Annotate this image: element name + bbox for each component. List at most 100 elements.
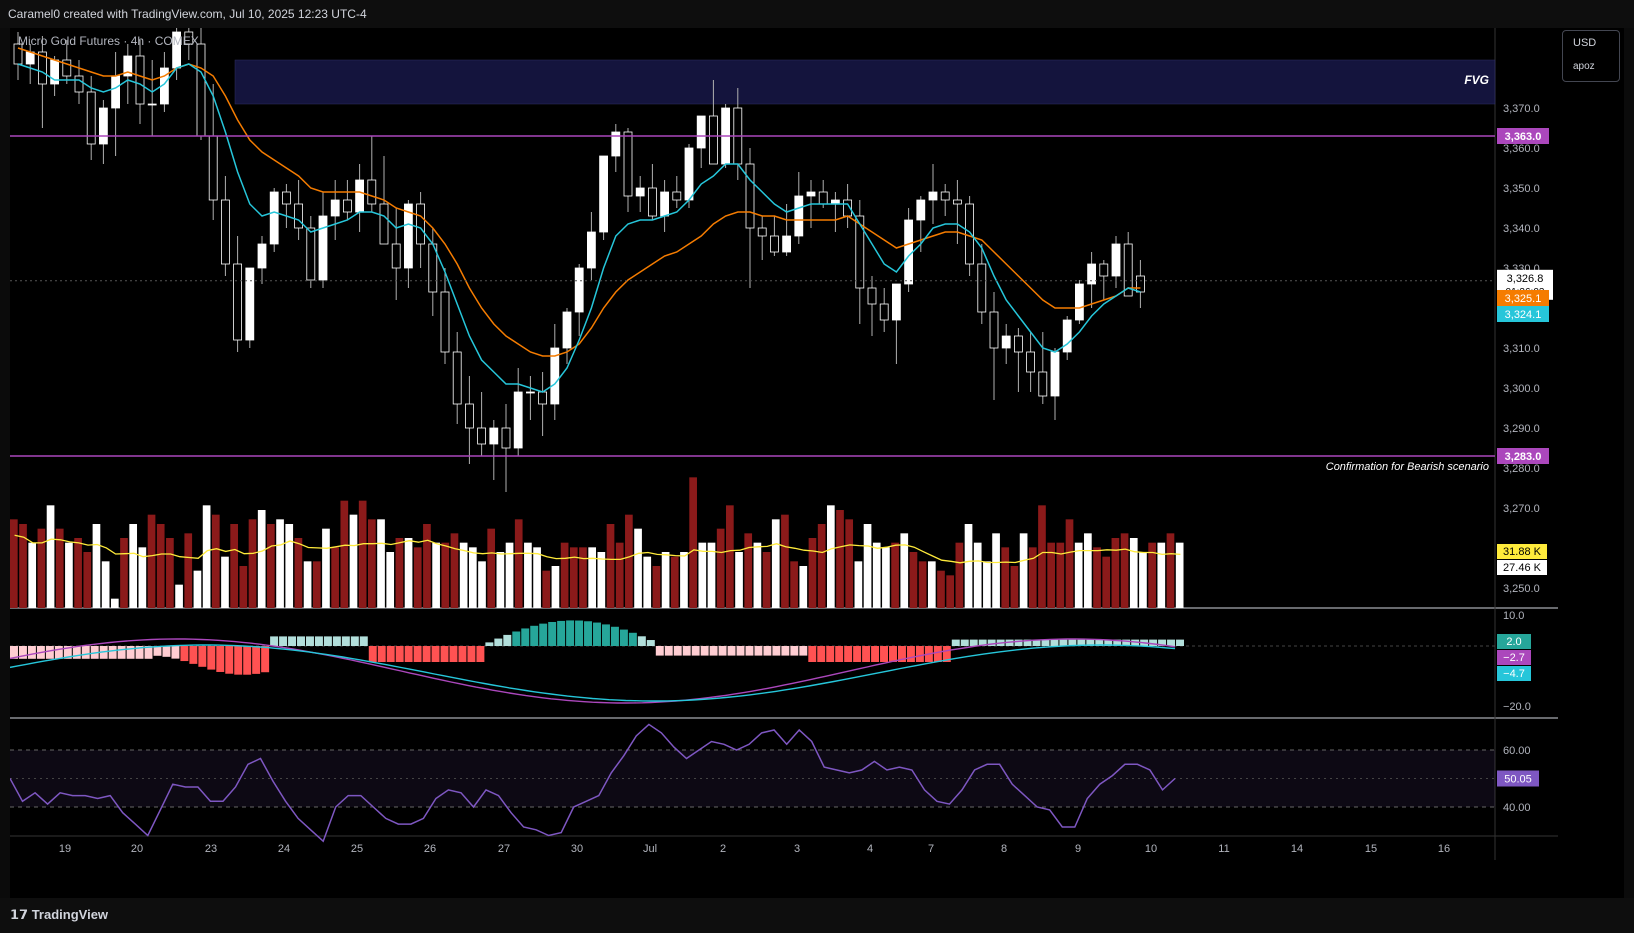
time-axis-label: 20 <box>131 843 143 855</box>
price-tick-label: 3,310.0 <box>1503 343 1540 355</box>
macd-histogram-bar <box>270 636 279 646</box>
candle-body <box>391 243 401 269</box>
macd-histogram-bar <box>808 646 817 662</box>
volume-bar <box>1001 547 1010 608</box>
macd-histogram-bar <box>871 646 880 662</box>
volume-bar <box>193 570 202 608</box>
candle-body <box>489 427 499 445</box>
candle-body <box>135 55 145 105</box>
volume-bar <box>872 542 881 608</box>
candle-body <box>1001 335 1011 349</box>
volume-bar <box>652 566 661 608</box>
volume-badge <box>1497 560 1547 575</box>
candle-body <box>550 347 560 405</box>
chart-svg[interactable]: FVG 3,363.0 3,283.0 Confirmation for Beari… <box>9 20 1624 898</box>
candle-body <box>111 75 120 109</box>
candle-body <box>745 163 755 229</box>
macd-histogram-bar <box>655 646 664 656</box>
macd-histogram-bar <box>252 646 261 674</box>
candle-body <box>940 191 950 201</box>
symbol-legend[interactable]: Micro Gold Futures · 4h · COMEX <box>18 34 199 48</box>
candle-body <box>953 199 962 205</box>
price-tick-label: 3,370.0 <box>1503 103 1540 115</box>
macd-histogram-bar <box>305 636 314 646</box>
volume-bar <box>560 542 569 608</box>
candle-body <box>379 203 389 245</box>
macd-histogram-bar <box>494 638 503 646</box>
candle-body <box>452 351 462 405</box>
currency-box[interactable]: USD apoz <box>1562 30 1620 82</box>
candle-body <box>294 203 304 229</box>
volume-bar <box>579 547 587 608</box>
footer-bar: 𝟭𝟳 TradingView <box>0 898 1634 933</box>
macd-histogram-bar <box>628 632 637 646</box>
volume-bar <box>983 561 991 608</box>
level-price-badge <box>1497 448 1549 464</box>
volume-bar <box>551 566 560 608</box>
macd-histogram-bar <box>960 639 969 646</box>
macd-histogram-bar <box>1032 639 1041 646</box>
candle-body <box>1099 263 1109 277</box>
time-axis-label: 14 <box>1291 843 1303 855</box>
candle-body <box>318 215 328 281</box>
volume-bar <box>606 524 615 608</box>
macd-histogram-bar <box>1176 639 1184 646</box>
macd-histogram-bar <box>404 646 413 662</box>
macd-histogram-bar <box>323 636 332 646</box>
candle-body <box>269 191 279 245</box>
macd-histogram-bar <box>575 620 584 646</box>
macd-histogram-bar <box>969 639 978 646</box>
volume-bar <box>129 524 138 608</box>
macd-histogram-bar <box>485 642 494 646</box>
time-axis-label: Jul <box>643 843 657 855</box>
macd-histogram-bar <box>261 646 270 673</box>
macd-histogram-bar <box>162 646 171 657</box>
macd-histogram-bar <box>225 646 234 674</box>
macd-histogram-bar <box>27 646 36 659</box>
macd-histogram-bar <box>440 646 449 662</box>
macd-histogram-bar <box>1149 639 1158 646</box>
volume-bar <box>891 542 899 608</box>
macd-histogram-bar <box>81 646 90 659</box>
volume-bar <box>817 524 826 608</box>
currency-label: USD <box>1573 37 1597 49</box>
volume-bar <box>303 561 312 608</box>
volume-bar <box>468 547 477 608</box>
volume-bar <box>423 524 431 608</box>
macd-histogram-bar <box>853 646 862 662</box>
macd-histogram-bar <box>601 624 610 646</box>
tradingview-logo[interactable]: 𝟭𝟳 TradingView <box>10 907 108 923</box>
time-axis-label: 10 <box>1145 843 1157 855</box>
volume-bar <box>28 542 37 608</box>
macd-histogram-bar <box>377 646 386 662</box>
macd-histogram-bar <box>1167 639 1176 646</box>
macd-histogram-bar <box>862 646 871 662</box>
macd-histogram-bar <box>135 646 144 659</box>
macd-histogram-bar <box>117 646 126 659</box>
volume-bar <box>946 575 955 608</box>
macd-histogram-bar <box>1068 639 1077 646</box>
macd-value-text: 2.0 <box>1506 636 1521 648</box>
volume-bar <box>1157 542 1166 608</box>
volume-bar <box>790 561 798 608</box>
macd-histogram-bar <box>566 620 575 646</box>
macd-histogram-bar <box>422 646 431 662</box>
macd-histogram-bar <box>1131 639 1140 646</box>
volume-bar <box>147 514 156 608</box>
candle-body <box>257 243 267 269</box>
volume-bar <box>211 514 220 608</box>
chart-frame[interactable]: FVG 3,363.0 3,283.0 Confirmation for Beari… <box>9 20 1624 898</box>
volume-bar <box>964 524 973 608</box>
volume-bar <box>542 570 551 608</box>
candle-body <box>147 103 157 106</box>
candle-body <box>99 107 108 145</box>
time-axis-label: 16 <box>1438 843 1450 855</box>
volume-bar <box>487 528 496 608</box>
candle-body <box>977 263 987 313</box>
price-tick-label: 3,250.0 <box>1503 583 1540 595</box>
volume-bar <box>826 505 835 608</box>
volume-bar <box>744 533 753 608</box>
volume-bar <box>441 542 450 608</box>
macd-histogram-bar <box>234 646 243 675</box>
volume-bar <box>322 528 330 608</box>
